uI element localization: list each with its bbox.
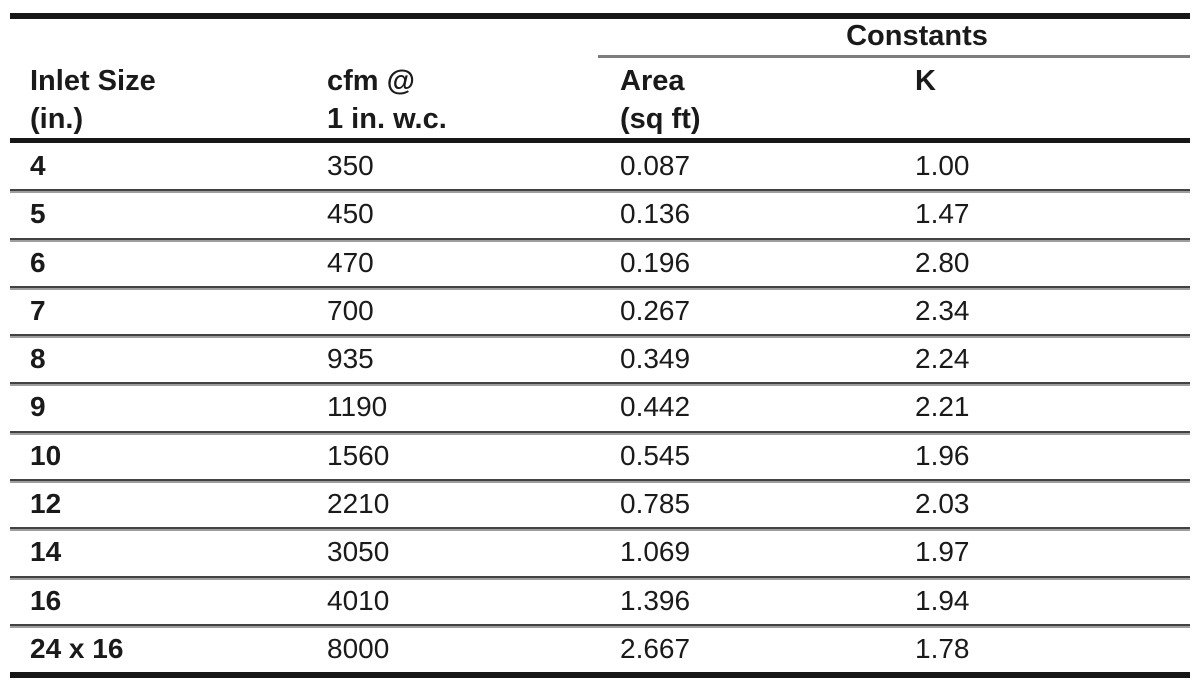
- cell-cfm: 700: [327, 294, 374, 326]
- table-row: 4 350 0.087 1.00: [10, 143, 1190, 192]
- cell-k: 2.34: [915, 294, 970, 326]
- cell-area: 0.785: [620, 488, 691, 520]
- cell-cfm: 470: [327, 246, 374, 278]
- cell-cfm: 935: [327, 343, 374, 375]
- cell-area: 0.087: [620, 150, 691, 181]
- cell-area: 1.396: [620, 584, 691, 616]
- cell-k: 1.94: [915, 584, 970, 616]
- cell-k: 1.96: [915, 439, 970, 471]
- table-row: 14 3050 1.069 1.97: [10, 529, 1190, 578]
- inlet-size-constants-table: Constants Inlet Size (in.) cfm @ 1 in. w…: [10, 13, 1190, 679]
- column-header-line2: (sq ft): [620, 103, 701, 135]
- cell-k: 2.80: [915, 246, 970, 278]
- table-header-row: Inlet Size (in.) cfm @ 1 in. w.c. Area (…: [10, 58, 1190, 138]
- cell-area: 0.442: [620, 391, 691, 423]
- cell-inlet-size: 7: [30, 294, 46, 326]
- cell-k: 1.00: [915, 150, 970, 181]
- cell-area: 1.069: [620, 536, 691, 568]
- cell-k: 1.97: [915, 536, 970, 568]
- table-row: 9 1190 0.442 2.21: [10, 384, 1190, 433]
- cell-area: 0.349: [620, 343, 691, 375]
- table-row: 24 x 16 8000 2.667 1.78: [10, 626, 1190, 672]
- cell-inlet-size: 4: [30, 150, 46, 181]
- column-header-line2: 1 in. w.c.: [327, 103, 447, 135]
- cell-area: 0.136: [620, 198, 691, 230]
- cell-k: 2.03: [915, 488, 970, 520]
- cell-inlet-size: 12: [30, 488, 62, 520]
- cell-cfm: 450: [327, 198, 374, 230]
- cell-area: 0.267: [620, 294, 691, 326]
- table-row: 12 2210 0.785 2.03: [10, 481, 1190, 530]
- cell-inlet-size: 24 x 16: [30, 632, 124, 664]
- column-header-k: K: [895, 58, 1190, 138]
- cell-cfm: 1560: [327, 439, 390, 471]
- table-row: 7 700 0.267 2.34: [10, 288, 1190, 337]
- table-top-rule: [10, 13, 1190, 19]
- cell-cfm: 8000: [327, 632, 390, 664]
- table-bottom-rule: [10, 672, 1190, 679]
- cell-k: 1.47: [915, 198, 970, 230]
- column-header-line1: K: [915, 65, 936, 97]
- cell-inlet-size: 9: [30, 391, 46, 423]
- table-row: 8 935 0.349 2.24: [10, 336, 1190, 385]
- cell-k: 2.24: [915, 343, 970, 375]
- cell-cfm: 3050: [327, 536, 390, 568]
- column-header-line1: cfm @: [327, 65, 415, 97]
- cell-area: 2.667: [620, 632, 691, 664]
- header-bottom-rule: [10, 138, 1190, 143]
- column-header-cfm: cfm @ 1 in. w.c.: [307, 58, 600, 138]
- table-row: 5 450 0.136 1.47: [10, 191, 1190, 240]
- constants-group-row: Constants: [10, 19, 1190, 58]
- cell-cfm: 350: [327, 150, 374, 181]
- cell-inlet-size: 8: [30, 343, 46, 375]
- cell-cfm: 1190: [327, 391, 388, 423]
- column-header-line1: Area: [620, 65, 685, 97]
- cell-k: 1.78: [915, 632, 970, 664]
- table-body: 4 350 0.087 1.00 5 450 0.136 1.47 6 470 …: [10, 143, 1190, 672]
- column-header-area: Area (sq ft): [600, 58, 895, 138]
- table-row: 6 470 0.196 2.80: [10, 240, 1190, 288]
- cell-inlet-size: 16: [30, 584, 62, 616]
- column-header-line2: (in.): [30, 103, 84, 135]
- cell-area: 0.196: [620, 246, 691, 278]
- cell-inlet-size: 6: [30, 246, 46, 278]
- cell-cfm: 2210: [327, 488, 390, 520]
- cell-area: 0.545: [620, 439, 691, 471]
- cell-k: 2.21: [915, 391, 970, 423]
- column-header-inlet-size: Inlet Size (in.): [10, 58, 307, 138]
- column-header-line1: Inlet Size: [30, 65, 156, 97]
- constants-group-spacer: [10, 19, 598, 58]
- table-row: 16 4010 1.396 1.94: [10, 578, 1190, 626]
- constants-group-header: Constants: [598, 19, 1190, 58]
- cell-inlet-size: 14: [30, 536, 62, 568]
- table-row: 10 1560 0.545 1.96: [10, 433, 1190, 482]
- cell-cfm: 4010: [327, 584, 390, 616]
- cell-inlet-size: 5: [30, 198, 46, 230]
- cell-inlet-size: 10: [30, 439, 62, 471]
